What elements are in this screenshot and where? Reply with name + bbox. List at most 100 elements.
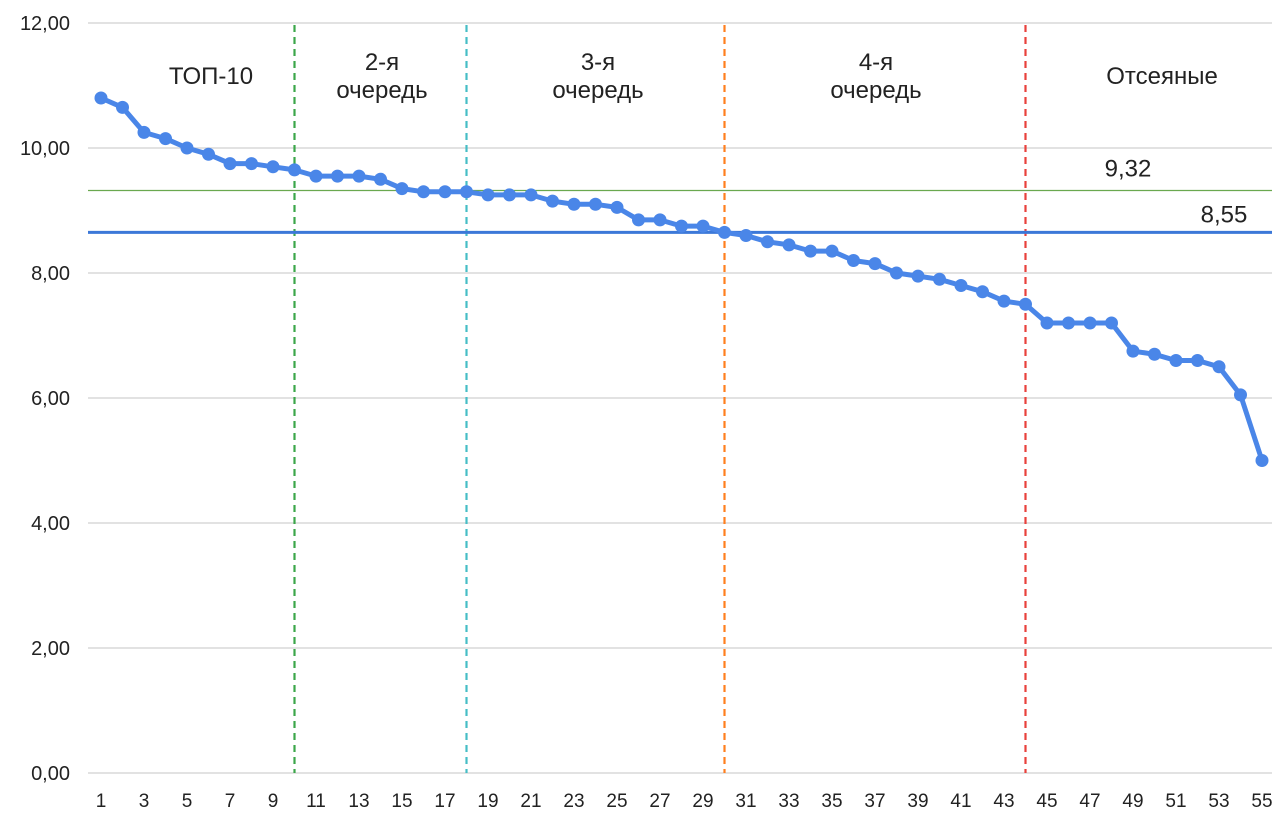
data-point [503,188,516,202]
data-point [245,157,258,171]
gridlines [88,22,1272,774]
data-point [696,219,710,233]
data-point [589,197,602,211]
data-point [159,132,172,146]
y-tick-label: 12,00 [20,13,70,35]
data-point [288,163,301,177]
x-tick-label: 47 [1079,791,1100,812]
x-tick-label: 9 [268,791,279,812]
x-tick-label: 5 [182,791,193,812]
data-point [825,244,839,258]
data-point [524,188,538,202]
data-point [94,91,108,105]
vertical-markers [293,25,1027,773]
x-tick-label: 45 [1036,791,1057,812]
series-layer [94,91,1269,467]
data-point [653,213,667,227]
data-point [460,185,473,199]
data-point [567,197,581,211]
data-point [309,169,323,183]
x-tick-label: 29 [692,791,713,812]
x-tick-label: 1 [96,791,107,812]
data-point [1255,454,1269,467]
x-tick-label: 31 [735,791,756,812]
y-tick-label: 6,00 [31,388,70,410]
data-point [933,272,946,286]
x-tick-label: 23 [563,791,584,812]
region-label: очередь [830,77,921,104]
data-point [417,185,430,199]
data-point [804,244,817,258]
data-point [782,238,796,252]
data-point [847,254,860,267]
region-label: 4-я [859,49,893,76]
data-point [1062,316,1075,330]
data-point [546,194,559,208]
x-tick-label: 3 [139,791,150,812]
x-tick-label: 27 [649,791,670,812]
data-point [1126,344,1140,358]
data-point [1083,316,1097,330]
x-tick-label: 11 [306,791,326,812]
x-tick-label: 43 [993,791,1014,812]
data-point [1234,388,1247,402]
x-tick-label: 35 [821,791,842,812]
data-point [202,147,215,161]
region-label: 2-я [365,49,399,76]
x-tick-label: 25 [606,791,627,812]
data-point [223,157,237,171]
region-labels: ТОП-102-яочередь3-яочередь4-яочередьОтсе… [169,49,1218,104]
data-point [1169,354,1183,367]
region-label: Отсеяные [1106,63,1218,90]
data-point [481,188,495,202]
data-point [718,225,731,239]
y-tick-label: 0,00 [31,763,70,785]
x-tick-label: 53 [1208,791,1229,812]
y-tick-label: 8,00 [31,263,70,285]
y-tick-label: 4,00 [31,513,70,535]
x-tick-label: 19 [477,791,498,812]
region-label: ТОП-10 [169,63,253,90]
data-point [632,213,645,227]
x-tick-label: 7 [225,791,236,812]
data-point [1148,347,1161,361]
data-point [675,219,688,233]
x-tick-label: 21 [520,791,541,812]
data-point [1019,297,1032,311]
data-point [890,266,903,280]
region-label: очередь [336,77,427,104]
data-point [374,172,387,186]
data-point [761,235,774,249]
data-point [997,294,1011,308]
x-tick-label: 49 [1122,791,1143,812]
x-tick-label: 17 [434,791,455,812]
data-point [1212,360,1226,374]
x-tick-label: 37 [864,791,885,812]
data-point [331,169,344,183]
region-label: очередь [552,77,643,104]
reference-lines: 9,32 8,55 [88,156,1272,234]
series-line [98,95,1265,463]
data-point [438,185,452,199]
data-point [868,257,882,271]
data-point [1105,316,1118,330]
reference-line-label: 8,55 [1201,201,1248,228]
data-point [352,169,366,183]
x-tick-label: 55 [1251,791,1272,812]
region-label: 3-я [581,49,615,76]
x-tick-label: 33 [778,791,799,812]
y-tick-label: 10,00 [20,138,70,160]
x-tick-label: 41 [950,791,971,812]
data-point [180,141,194,155]
x-tick-label: 13 [348,791,369,812]
y-axis-tick-labels: 0,00 2,00 4,00 6,00 8,00 10,00 12,00 [20,13,70,785]
data-point [266,160,280,174]
x-tick-label: 51 [1165,791,1186,812]
x-axis-tick-labels: 1 3 5 7 9 11 13 15 17 19 21 23 25 27 29 31 33 35 37 39 41 43 4… [96,791,1273,812]
data-point [976,285,989,299]
x-tick-label: 39 [907,791,928,812]
data-point [739,229,753,242]
data-point [911,269,925,283]
data-point [954,279,968,292]
